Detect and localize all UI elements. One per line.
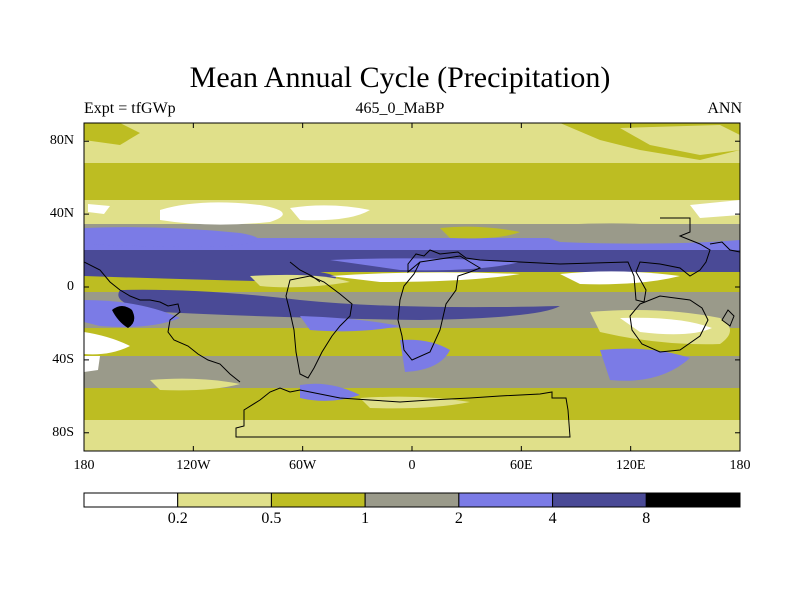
south-pacific-black	[112, 306, 135, 328]
asia-olive	[440, 226, 520, 239]
lat-tick-label: 80N	[49, 133, 74, 149]
colorbar-level-label: 8	[642, 510, 651, 527]
pacific-wet-tongue	[84, 227, 258, 247]
south-atlantic-blue	[400, 339, 450, 372]
dry-zone-north	[88, 204, 110, 214]
south-atlantic-blue	[300, 383, 360, 401]
asia-outline	[407, 217, 711, 303]
spcz-blue	[300, 316, 400, 332]
southern-ocean-blue	[600, 348, 690, 381]
australia-white	[620, 317, 712, 335]
south-light-patch	[150, 378, 240, 391]
lat-tick-label: 80S	[52, 424, 74, 440]
colorbar-swatch	[645, 492, 741, 508]
indonesia-outline	[709, 241, 740, 253]
south-pacific-white	[84, 332, 130, 355]
itcz-blue	[330, 258, 520, 271]
lon-tick-label: 180	[73, 458, 95, 473]
lon-tick-label: 120W	[176, 458, 211, 473]
lon-tick-label: 0	[408, 458, 416, 473]
colorbar-level-label: 2	[454, 510, 463, 527]
north-america-outline	[84, 261, 241, 383]
experiment-label: Expt = tfGWp	[84, 100, 176, 117]
antarctica-outline	[235, 387, 571, 438]
chart-title: Mean Annual Cycle (Precipitation)	[189, 61, 611, 94]
south-america-outline	[285, 275, 353, 379]
dry-zone-north	[160, 202, 283, 225]
greenland-light	[380, 123, 460, 145]
colorbar-swatch	[270, 492, 366, 508]
colorbar-level-label: 4	[548, 510, 557, 527]
band-antarctic	[84, 420, 740, 451]
colorbar-level-label: 1	[361, 510, 370, 527]
colorbar-swatch	[552, 492, 647, 508]
africa-outline	[397, 255, 482, 361]
australia-outline	[629, 295, 709, 353]
lon-tick-label: 60W	[289, 458, 317, 473]
arctic-olive-patch	[84, 123, 140, 145]
lat-tick-label: 40N	[49, 206, 74, 222]
dry-zone-north	[290, 205, 370, 221]
lon-tick-label: 180	[729, 458, 751, 473]
colorbar-level-label: 0.5	[261, 510, 282, 527]
lon-tick-label: 60E	[510, 458, 533, 473]
equator-light	[250, 274, 350, 288]
equator-white	[330, 272, 520, 282]
colorbar-swatch	[458, 492, 554, 508]
lat-tick-label: 40S	[52, 351, 74, 367]
colorbar-swatch	[177, 492, 272, 508]
colorbar-swatch	[83, 492, 179, 508]
season-label: ANN	[707, 100, 742, 117]
central-america-outline	[289, 261, 321, 283]
arctic-light-patch	[620, 125, 740, 155]
lon-tick-label: 120E	[615, 458, 646, 473]
band-north-midlat	[84, 163, 740, 203]
asia-wet	[520, 223, 740, 244]
spcz-dark	[118, 289, 560, 320]
colorbar-level-label: 0.2	[167, 510, 188, 527]
dry-zone-north	[690, 200, 740, 218]
period-label: 465_0_MaBP	[355, 100, 445, 117]
equator-white	[560, 271, 680, 285]
lat-tick-label: 0	[67, 279, 74, 294]
new-zealand-outline	[721, 309, 735, 327]
colorbar-swatch	[364, 492, 460, 508]
